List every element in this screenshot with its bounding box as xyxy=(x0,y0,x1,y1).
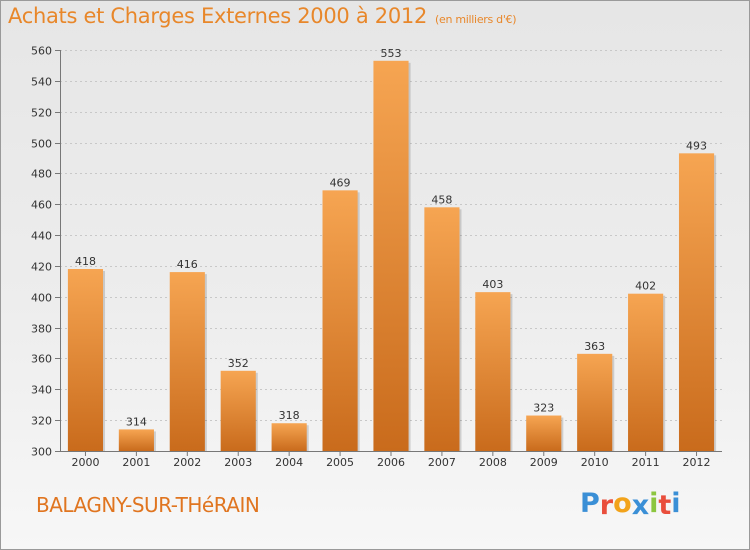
y-tick-label: 440 xyxy=(31,230,52,243)
bar-2001 xyxy=(118,429,154,451)
x-tick-label: 2011 xyxy=(632,456,660,469)
y-tick-label: 340 xyxy=(31,384,52,397)
value-label: 402 xyxy=(635,280,656,293)
x-tick-label: 2004 xyxy=(275,456,303,469)
x-tick-label: 2000 xyxy=(71,456,99,469)
logo-letter: r xyxy=(599,490,614,521)
value-label: 403 xyxy=(482,278,503,291)
y-tick-label: 460 xyxy=(31,199,52,212)
bar-2010 xyxy=(577,353,613,451)
chart-title-text: Achats et Charges Externes 2000 à 2012 xyxy=(8,4,428,28)
bar-2011 xyxy=(628,293,664,451)
y-tick-label: 400 xyxy=(31,292,52,305)
y-tick-label: 420 xyxy=(31,261,52,274)
bar-2003 xyxy=(220,370,256,451)
x-tick-label: 2006 xyxy=(377,456,405,469)
logo-letter: P xyxy=(580,488,600,519)
bar-2002 xyxy=(169,272,205,451)
x-tick-label: 2012 xyxy=(683,456,711,469)
bar-2004 xyxy=(271,423,307,451)
x-tick-label: 2008 xyxy=(479,456,507,469)
logo-letter: x xyxy=(631,490,650,521)
x-tick-label: 2002 xyxy=(173,456,201,469)
value-label: 352 xyxy=(228,357,249,370)
value-label: 363 xyxy=(584,340,605,353)
value-label: 416 xyxy=(177,258,198,271)
y-tick-label: 300 xyxy=(31,446,52,459)
y-tick-label: 320 xyxy=(31,415,52,428)
proxiti-logo: Proxiti xyxy=(580,488,681,521)
chart-unit: (en milliers d'€) xyxy=(435,13,517,26)
logo-letter: i xyxy=(671,488,681,519)
x-tick-label: 2005 xyxy=(326,456,354,469)
bar-2007 xyxy=(424,207,460,451)
y-tick-label: 480 xyxy=(31,168,52,181)
bar-2000 xyxy=(67,269,104,451)
y-tick-label: 380 xyxy=(31,323,52,336)
value-label: 418 xyxy=(75,255,96,268)
value-label: 493 xyxy=(686,139,707,152)
bar-2012 xyxy=(678,153,715,452)
y-tick-label: 500 xyxy=(31,138,52,151)
value-label: 323 xyxy=(533,402,554,415)
y-tick-label: 560 xyxy=(31,45,52,58)
bar-2005 xyxy=(322,190,358,451)
bar-2008 xyxy=(475,292,511,451)
x-tick-label: 2003 xyxy=(224,456,252,469)
y-tick-label: 540 xyxy=(31,76,52,89)
y-tick-label: 520 xyxy=(31,107,52,120)
value-label: 553 xyxy=(381,47,402,60)
chart-title: Achats et Charges Externes 2000 à 2012 (e… xyxy=(8,4,517,28)
location-name: BALAGNY-SUR-THéRAIN xyxy=(36,493,260,517)
value-label: 469 xyxy=(330,176,351,189)
value-label: 318 xyxy=(279,409,300,422)
value-label: 458 xyxy=(431,193,452,206)
logo-letter: o xyxy=(613,488,632,519)
value-label: 314 xyxy=(126,415,147,428)
logo-letter: i xyxy=(649,488,659,519)
x-tick-label: 2010 xyxy=(581,456,609,469)
y-tick-label: 360 xyxy=(31,353,52,366)
x-tick-label: 2009 xyxy=(530,456,558,469)
bar-2006 xyxy=(373,60,409,452)
logo-letter: t xyxy=(658,490,672,521)
x-tick-label: 2001 xyxy=(122,456,150,469)
bar-2009 xyxy=(526,415,562,451)
x-tick-label: 2007 xyxy=(428,456,456,469)
